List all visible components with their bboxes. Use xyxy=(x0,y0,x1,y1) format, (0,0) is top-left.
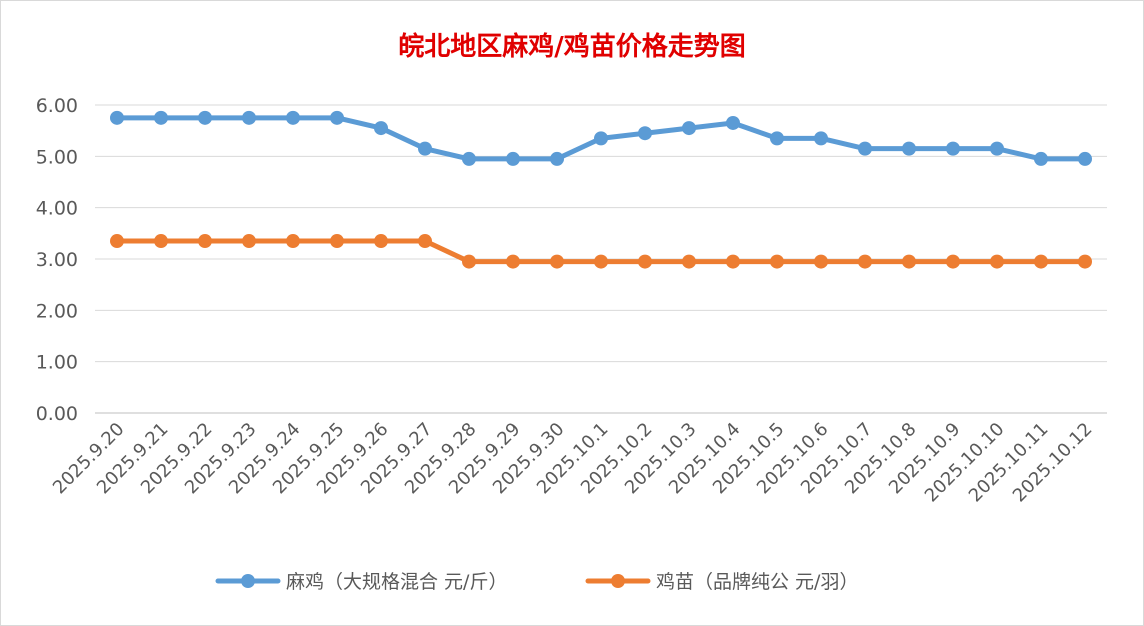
data-point xyxy=(902,141,916,156)
data-point xyxy=(858,254,872,269)
data-point xyxy=(374,121,388,136)
y-tick-label: 2.00 xyxy=(36,300,78,322)
data-point xyxy=(1078,151,1092,166)
chart-title: 皖北地区麻鸡/鸡苗价格走势图 xyxy=(398,31,746,62)
y-axis: 0.00 1.00 2.00 3.00 4.00 5.00 6.00 xyxy=(36,95,78,425)
data-point xyxy=(506,254,520,269)
data-point xyxy=(462,151,476,166)
y-tick-label: 3.00 xyxy=(36,249,78,271)
data-point xyxy=(154,110,168,125)
data-point xyxy=(242,110,256,125)
data-point xyxy=(374,234,388,249)
data-point xyxy=(418,234,432,249)
data-point xyxy=(682,121,696,136)
data-point xyxy=(638,254,652,269)
data-point xyxy=(198,110,212,125)
data-point xyxy=(330,234,344,249)
data-point xyxy=(550,151,564,166)
data-point xyxy=(858,141,872,156)
y-tick-label: 1.00 xyxy=(36,352,78,374)
data-point xyxy=(902,254,916,269)
data-point xyxy=(726,254,740,269)
data-point xyxy=(682,254,696,269)
data-point xyxy=(594,131,608,146)
legend-marker xyxy=(241,574,255,588)
data-point xyxy=(990,254,1004,269)
legend-label: 鸡苗（品牌纯公 元/羽） xyxy=(656,571,858,593)
data-point xyxy=(462,254,476,269)
data-point xyxy=(770,254,784,269)
data-point xyxy=(418,141,432,156)
data-point xyxy=(1034,254,1048,269)
data-point xyxy=(726,115,740,130)
data-point xyxy=(550,254,564,269)
data-point xyxy=(638,126,652,141)
data-point xyxy=(1078,254,1092,269)
data-point xyxy=(110,110,124,125)
y-tick-label: 0.00 xyxy=(36,403,78,425)
data-point xyxy=(110,234,124,249)
data-point xyxy=(330,110,344,125)
data-point xyxy=(946,141,960,156)
data-point xyxy=(1034,151,1048,166)
data-point xyxy=(286,110,300,125)
data-point xyxy=(814,254,828,269)
data-point xyxy=(990,141,1004,156)
data-point xyxy=(154,234,168,249)
data-point xyxy=(506,151,520,166)
data-point xyxy=(946,254,960,269)
data-point xyxy=(286,234,300,249)
y-tick-label: 4.00 xyxy=(36,198,78,220)
data-point xyxy=(198,234,212,249)
legend-label: 麻鸡（大规格混合 元/斤） xyxy=(286,571,507,593)
data-point xyxy=(770,131,784,146)
legend: 麻鸡（大规格混合 元/斤） 鸡苗（品牌纯公 元/羽） xyxy=(215,571,858,593)
data-point xyxy=(814,131,828,146)
y-tick-label: 6.00 xyxy=(36,95,78,117)
series-lines xyxy=(110,110,1092,269)
data-point xyxy=(594,254,608,269)
data-point xyxy=(242,234,256,249)
y-tick-label: 5.00 xyxy=(36,146,78,168)
legend-marker xyxy=(611,574,625,588)
gridlines xyxy=(95,104,1107,414)
x-axis: 2025.9.202025.9.212025.9.222025.9.232025… xyxy=(49,419,1097,507)
